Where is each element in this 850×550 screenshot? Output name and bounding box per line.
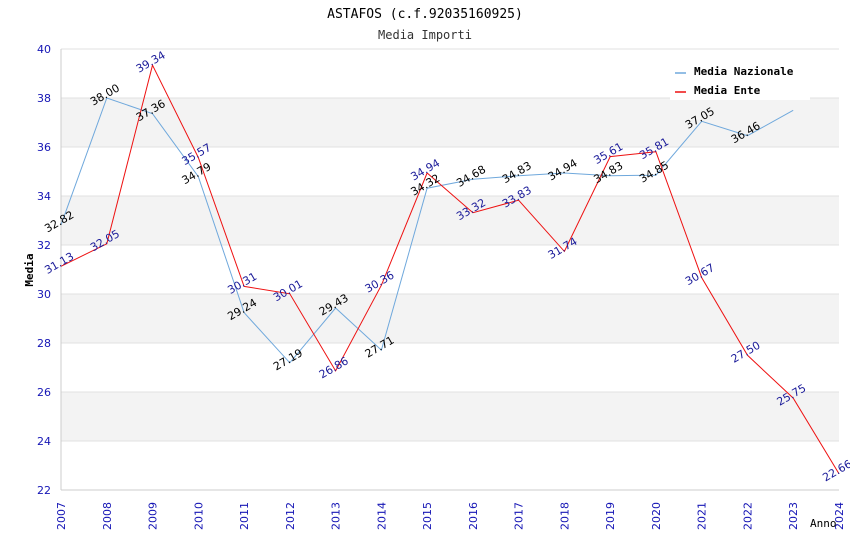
series-line-ente: [60, 63, 840, 475]
y-tick-label: 38: [37, 92, 51, 105]
x-tick-label: 2011: [238, 502, 251, 530]
x-tick-label: 2014: [375, 502, 388, 530]
chart-title: ASTAFOS (c.f.92035160925): [327, 7, 523, 22]
grid-band: [61, 147, 839, 196]
y-axis-label: Media: [23, 253, 36, 286]
grid-band: [61, 392, 839, 441]
grid-band: [61, 245, 839, 294]
y-tick-label: 28: [37, 337, 51, 350]
y-tick-label: 34: [37, 190, 51, 203]
grid-bands: [61, 48, 839, 491]
y-tick-label: 26: [37, 386, 51, 399]
x-axis-label: Anno: [810, 517, 837, 530]
series-lines: [60, 63, 840, 475]
x-tick-label: 2023: [787, 502, 800, 530]
y-tick-label: 22: [37, 484, 51, 497]
x-tick-label: 2013: [330, 502, 343, 530]
y-tick-label: 30: [37, 288, 51, 301]
axes: [60, 49, 839, 491]
legend-label-nazionale: Media Nazionale: [694, 65, 794, 78]
x-tick-label: 2009: [147, 502, 160, 530]
y-tick-label: 24: [37, 435, 51, 448]
x-tick-label: 2018: [558, 502, 571, 530]
x-tick-label: 2010: [192, 502, 205, 530]
legend: Media Nazionale Media Ente: [670, 58, 810, 100]
x-tick-label: 2020: [650, 502, 663, 530]
y-tick-label: 32: [37, 239, 51, 252]
grid-band: [61, 98, 839, 147]
x-tick-label: 2021: [696, 502, 709, 530]
x-tick-label: 2007: [55, 502, 68, 530]
x-tick-label: 2008: [101, 502, 114, 530]
x-tick-label: 2022: [741, 502, 754, 530]
x-tick-label: 2019: [604, 502, 617, 530]
y-tick-label: 40: [37, 43, 51, 56]
x-tick-label: 2015: [421, 502, 434, 530]
y-tick-labels: 22 24 26 28 30 32 34 36 38 40: [37, 43, 51, 497]
grid-band: [61, 294, 839, 343]
y-tick-label: 36: [37, 141, 51, 154]
x-tick-label: 2012: [284, 502, 297, 530]
series-line-nazionale: [60, 97, 794, 364]
x-tick-labels: 2007 2008 2009 2010 2011 2012 2013 2014 2015 2016…: [55, 502, 846, 530]
x-tick-label: 2016: [467, 502, 480, 530]
x-tick-label: 2024: [833, 502, 846, 530]
legend-box: [670, 58, 810, 100]
legend-label-ente: Media Ente: [694, 84, 761, 97]
grid-band: [61, 196, 839, 245]
x-tick-label: 2017: [513, 502, 526, 530]
grid-band: [61, 343, 839, 392]
grid-band: [61, 441, 839, 490]
chart-subtitle: Media Importi: [378, 28, 472, 42]
